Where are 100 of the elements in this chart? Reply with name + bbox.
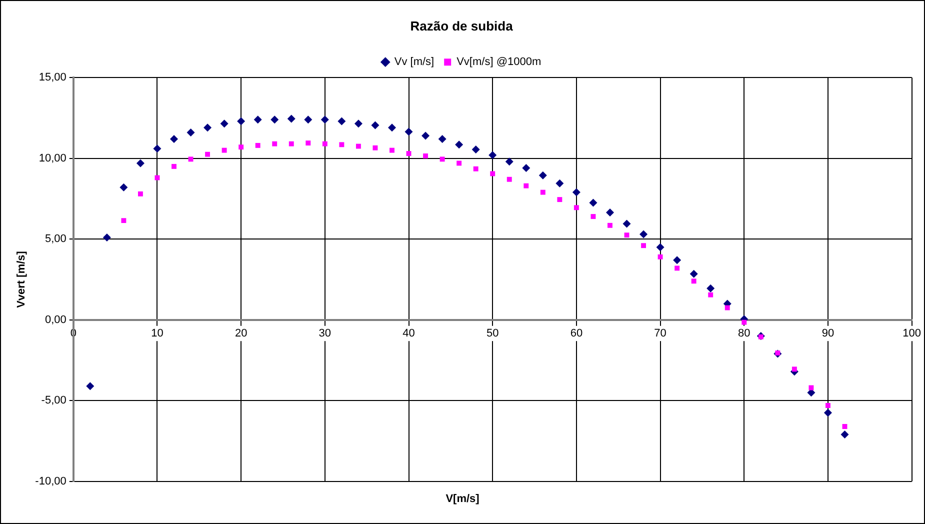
point [404,128,413,136]
point [624,232,630,238]
point [690,270,698,278]
point [422,132,430,140]
point [306,140,311,146]
x-tick-label: 10 [151,328,164,340]
x-tick-label: 70 [654,328,666,340]
point [840,430,849,439]
legend-label: Vv[m/s] @1000m [456,56,542,68]
point [136,159,144,168]
point [172,164,176,169]
point [824,408,832,417]
point [792,366,797,372]
point [574,205,579,210]
point [506,176,512,182]
x-tick-label: 80 [738,328,750,340]
point [522,164,530,172]
point [322,141,328,146]
point [724,305,730,310]
point [456,160,462,166]
point [775,350,780,356]
point [304,116,312,124]
point [641,243,646,248]
point [120,183,128,192]
point [656,243,664,252]
point [538,171,547,180]
y-tick-label: 0,00 [44,314,66,326]
point [186,128,195,137]
x-tick-label: 100 [902,328,922,340]
x-tick-label: 90 [822,328,834,340]
point [205,152,210,157]
point [622,220,631,228]
point [423,153,428,158]
x-tick-label: 40 [402,328,415,340]
point [706,284,715,292]
point [170,134,178,143]
point [188,156,194,162]
point [606,208,614,216]
y-tick-label: 15,00 [38,72,66,84]
point [86,382,94,390]
point [808,385,814,390]
point [354,120,362,128]
point [488,151,497,160]
point [356,144,361,149]
point [455,140,464,149]
point [658,254,663,260]
x-tick-label: 50 [486,328,499,340]
point [255,142,260,148]
point [673,256,682,264]
point [490,171,496,176]
point [572,188,580,196]
point [288,141,294,146]
point [287,114,296,123]
point [708,292,714,298]
point [102,234,111,242]
point [608,222,612,228]
point [674,266,680,271]
point [339,142,344,148]
point [371,121,380,130]
point [338,117,346,126]
x-tick-label: 20 [234,328,248,340]
point [691,278,696,284]
point [826,403,830,408]
point [272,141,278,146]
point [440,156,445,162]
point [254,116,262,124]
x-tick-label: 30 [318,328,332,340]
legend-label: Vv [m/s] [394,56,434,68]
point [220,120,228,128]
point [270,116,279,124]
point [238,144,244,150]
x-tick-label: 60 [570,328,583,340]
point [438,134,446,143]
y-tick-label: -5,00 [41,394,66,407]
point [472,145,480,154]
point [557,197,562,202]
point [138,191,143,196]
chart-title: Razão de subida [410,18,514,34]
point [524,183,529,188]
point [540,190,546,195]
point [320,116,329,124]
point [390,148,394,153]
point [153,144,162,153]
point [121,218,126,224]
x-axis-title: V[m/s] [444,493,480,505]
point [372,145,378,150]
y-axis-title: Vvert [m/s] [16,250,28,308]
point [388,124,396,132]
y-tick-label: 10,00 [38,152,66,164]
point [505,158,514,166]
point [640,230,648,238]
point [842,424,848,429]
point [222,148,227,153]
point [473,166,478,172]
point [589,198,598,207]
point [742,320,747,325]
point [237,117,246,126]
point [406,151,412,156]
point [556,179,564,188]
y-tick-label: 5,00 [44,233,66,246]
